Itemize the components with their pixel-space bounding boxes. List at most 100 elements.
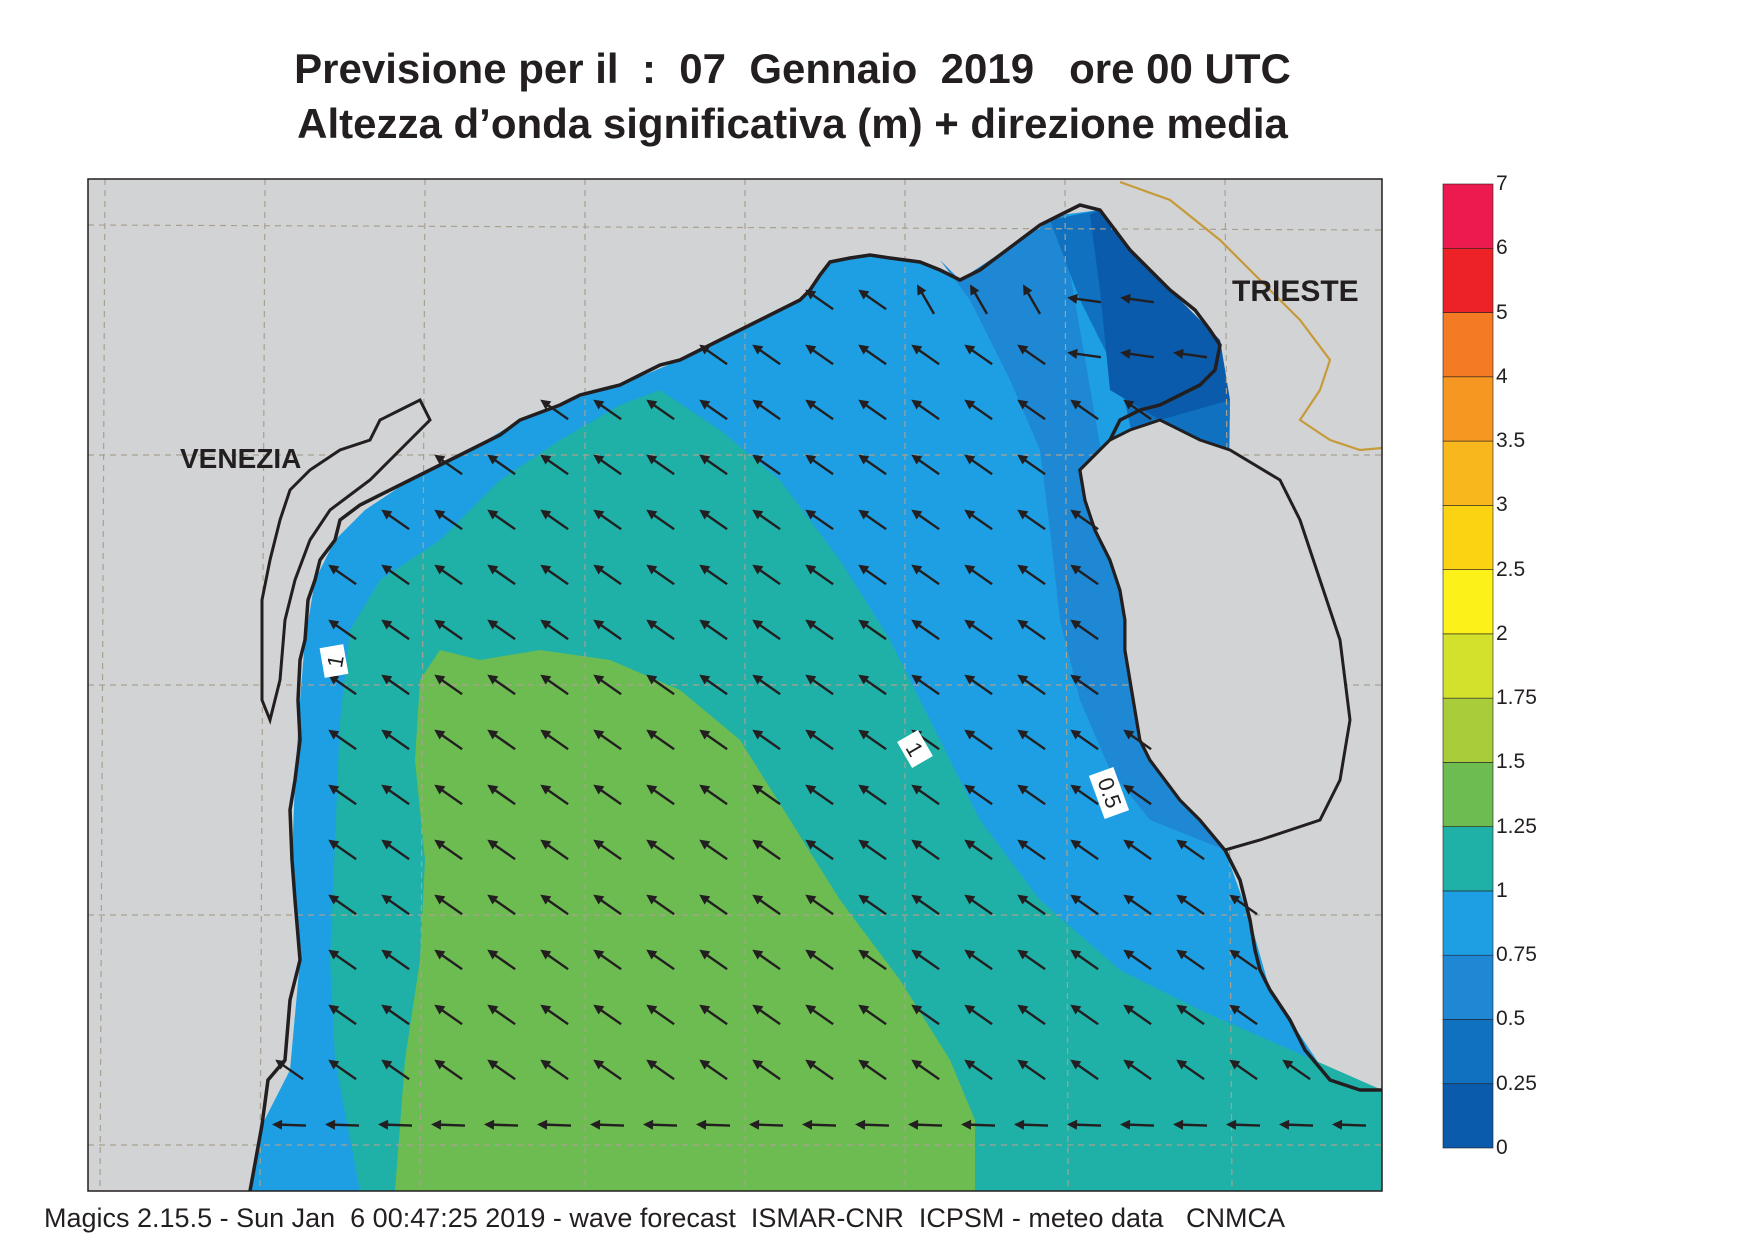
colorbar-swatch-3.5	[1442, 376, 1494, 442]
direction-arrow	[964, 784, 993, 806]
direction-arrow	[858, 564, 887, 586]
colorbar-swatch-0.75	[1442, 890, 1494, 956]
direction-arrow	[699, 674, 728, 696]
direction-arrow	[540, 1004, 569, 1026]
colorbar-swatch-2	[1442, 569, 1494, 635]
direction-arrow	[964, 1004, 993, 1026]
direction-arrow	[805, 894, 834, 916]
direction-arrow	[1123, 729, 1152, 751]
direction-arrow	[1176, 949, 1205, 971]
direction-arrow	[752, 894, 781, 916]
direction-arrow	[1017, 454, 1046, 476]
direction-arrow	[699, 949, 728, 971]
colorbar-label: 1.75	[1496, 686, 1537, 710]
direction-arrow	[752, 344, 781, 366]
direction-arrow	[328, 839, 357, 861]
direction-arrow	[911, 619, 940, 641]
direction-arrow	[1023, 284, 1042, 315]
colorbar-label: 1.5	[1496, 750, 1526, 774]
direction-arrow	[381, 619, 410, 641]
direction-arrow	[381, 784, 410, 806]
direction-arrow	[1279, 1119, 1314, 1130]
direction-arrow	[646, 454, 675, 476]
colorbar-swatch-3	[1442, 440, 1494, 506]
direction-arrow	[961, 1119, 996, 1130]
direction-arrow	[911, 894, 940, 916]
direction-arrow	[540, 729, 569, 751]
forecast-subtitle: Altezza d’onda significativa (m) + direz…	[297, 100, 1288, 147]
direction-arrow	[858, 399, 887, 421]
direction-arrow	[646, 949, 675, 971]
direction-arrow	[1067, 348, 1102, 359]
direction-arrow	[272, 1119, 307, 1130]
direction-arrow	[540, 454, 569, 476]
direction-arrow	[593, 839, 622, 861]
direction-arrow	[752, 949, 781, 971]
direction-arrow	[699, 509, 728, 531]
direction-arrow	[805, 289, 834, 311]
direction-arrow	[752, 839, 781, 861]
direction-arrow	[540, 564, 569, 586]
colorbar-label: 4	[1496, 364, 1508, 388]
direction-arrow	[381, 894, 410, 916]
direction-arrow	[858, 509, 887, 531]
direction-arrow	[964, 839, 993, 861]
direction-arrow	[1017, 509, 1046, 531]
direction-arrow	[911, 454, 940, 476]
colorbar-label: 1.25	[1496, 814, 1537, 838]
forecast-title: Previsione per il : 07 Gennaio 2019 ore …	[294, 45, 1291, 92]
direction-arrow	[1229, 1059, 1258, 1081]
direction-arrow	[593, 1004, 622, 1026]
direction-arrow	[1123, 399, 1152, 421]
direction-arrow	[593, 949, 622, 971]
colorbar-label: 0.25	[1496, 1071, 1537, 1095]
direction-arrow	[964, 1059, 993, 1081]
direction-arrow	[646, 399, 675, 421]
colorbar-label: 2	[1496, 621, 1508, 645]
direction-arrow	[646, 509, 675, 531]
direction-arrow	[805, 399, 834, 421]
colorbar-swatch-1.25	[1442, 762, 1494, 827]
direction-arrow	[646, 894, 675, 916]
direction-arrow	[858, 289, 887, 311]
direction-arrow	[805, 784, 834, 806]
colorbar-label: 1	[1496, 878, 1508, 902]
direction-arrow	[593, 454, 622, 476]
colorbar-swatch-1	[1442, 826, 1494, 892]
direction-arrow	[434, 839, 463, 861]
direction-arrow	[434, 564, 463, 586]
direction-arrow	[1017, 1004, 1046, 1026]
direction-arrow	[487, 1004, 516, 1026]
direction-arrow	[964, 949, 993, 971]
direction-arrow	[328, 1004, 357, 1026]
direction-arrow	[699, 564, 728, 586]
direction-arrow	[699, 619, 728, 641]
contour-label-1b: 1	[897, 730, 933, 768]
direction-arrow	[858, 729, 887, 751]
direction-arrow	[1017, 729, 1046, 751]
direction-arrow	[752, 564, 781, 586]
direction-arrow	[1017, 839, 1046, 861]
direction-arrow	[487, 894, 516, 916]
direction-arrow	[911, 399, 940, 421]
direction-arrow	[540, 839, 569, 861]
direction-arrow	[487, 509, 516, 531]
direction-arrow	[1067, 293, 1102, 304]
direction-arrow	[1017, 619, 1046, 641]
colorbar-label: 6	[1496, 236, 1508, 260]
direction-arrow	[911, 674, 940, 696]
direction-arrow	[434, 894, 463, 916]
direction-arrow	[593, 1059, 622, 1081]
direction-arrow	[434, 619, 463, 641]
direction-arrow	[1123, 1004, 1152, 1026]
colorbar-label: 3	[1496, 493, 1508, 517]
direction-arrow	[646, 839, 675, 861]
direction-arrow	[431, 1119, 466, 1130]
direction-arrow	[964, 399, 993, 421]
direction-arrow	[1017, 894, 1046, 916]
direction-arrow	[805, 509, 834, 531]
direction-arrow	[964, 619, 993, 641]
direction-arrow	[434, 454, 463, 476]
direction-arrow	[911, 344, 940, 366]
direction-arrow	[381, 674, 410, 696]
